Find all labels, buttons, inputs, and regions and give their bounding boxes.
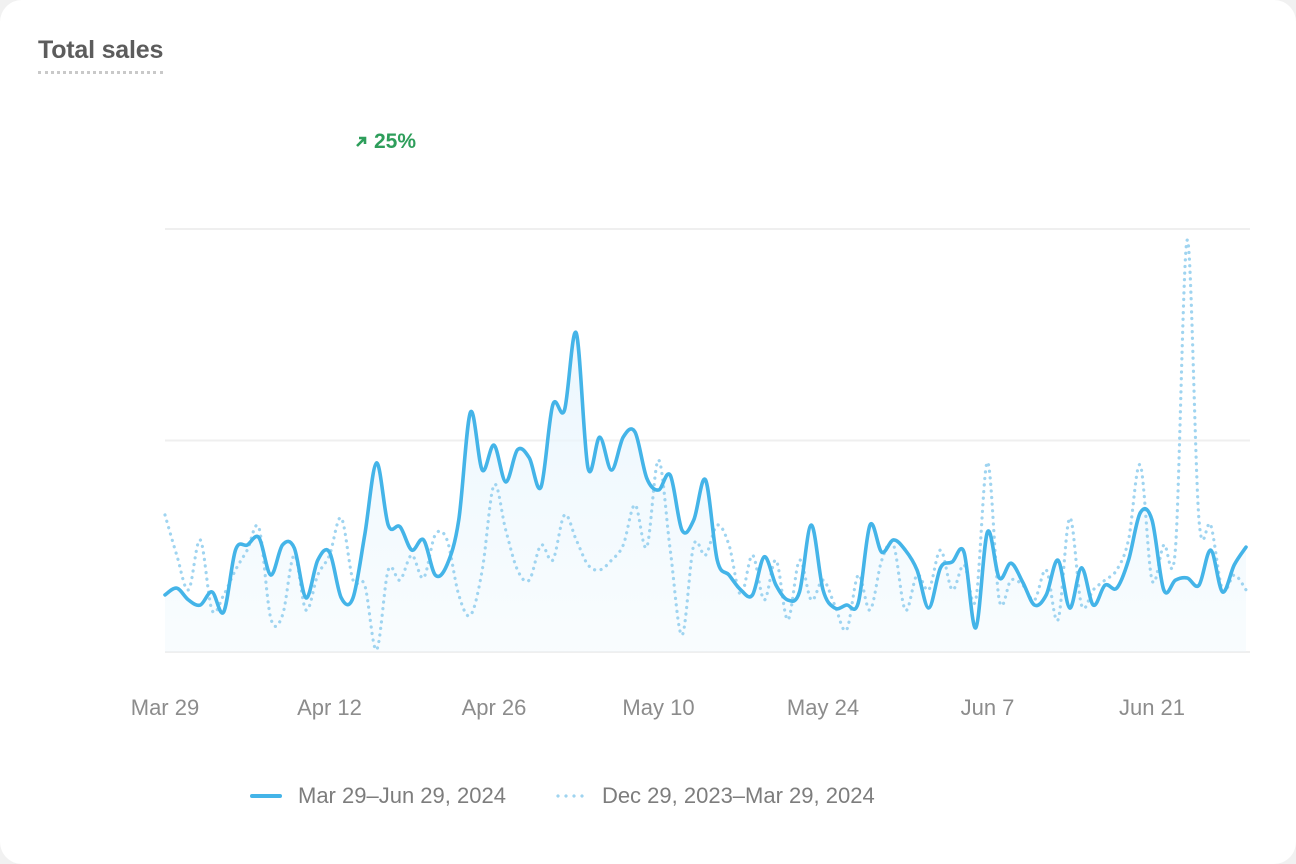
x-tick-label: Jun 7 (961, 695, 1015, 720)
dotted-line-swatch-icon (553, 794, 588, 798)
x-tick-label: Mar 29 (131, 695, 199, 720)
x-tick-label: Jun 21 (1119, 695, 1185, 720)
x-tick-label: Apr 12 (297, 695, 362, 720)
change-value: 25% (374, 130, 417, 153)
legend-label-previous: Dec 29, 2023–Mar 29, 2024 (601, 783, 875, 808)
current-series-area (165, 332, 1246, 652)
arrow-up-right-icon (356, 136, 367, 147)
legend-item-current[interactable]: Mar 29–Jun 29, 2024 (250, 783, 506, 809)
x-tick-label: May 24 (787, 695, 859, 720)
change-badge: 25% (354, 130, 416, 154)
x-tick-label: May 10 (622, 695, 694, 720)
x-tick-label: Apr 26 (462, 695, 527, 720)
card-title[interactable]: Total sales (38, 36, 163, 74)
legend-item-previous[interactable]: Dec 29, 2023–Mar 29, 2024 (553, 783, 875, 809)
chart-legend: Mar 29–Jun 29, 2024 Dec 29, 2023–Mar 29,… (250, 783, 923, 809)
solid-line-swatch-icon (250, 794, 282, 798)
legend-label-current: Mar 29–Jun 29, 2024 (298, 783, 506, 808)
previous-series-line (163, 238, 1248, 652)
current-series-line (163, 330, 1248, 630)
